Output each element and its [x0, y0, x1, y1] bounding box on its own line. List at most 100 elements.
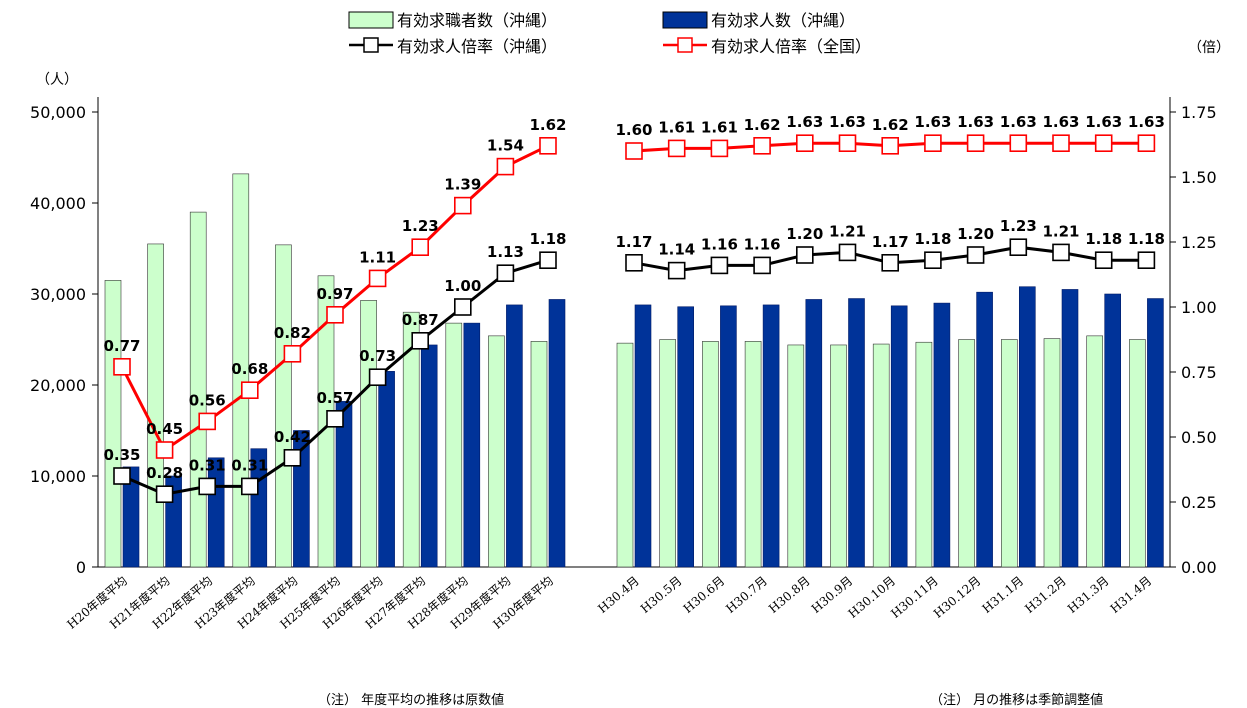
- national-ratio-data-label: 1.60: [615, 121, 652, 139]
- bar-openings: [677, 306, 695, 568]
- x-tick-label: H31.2月: [1022, 574, 1069, 616]
- bar-openings: [335, 401, 353, 568]
- right-tick-label: 0.75: [1181, 363, 1217, 382]
- national-ratio-data-label: 1.62: [872, 116, 909, 134]
- okinawa-ratio-data-label: 0.73: [359, 347, 396, 365]
- national-ratio-marker: [411, 238, 430, 256]
- national-ratio-data-label: 1.63: [786, 113, 823, 131]
- x-tick-label: H30.6月: [681, 574, 728, 616]
- x-tick-label: H30.5月: [638, 574, 685, 616]
- okinawa-ratio-data-label: 0.42: [274, 428, 311, 446]
- right-tick-label: 1.75: [1181, 103, 1217, 122]
- legend-marker-okinawa-ratio: [363, 37, 379, 53]
- national-ratio-marker: [753, 137, 771, 155]
- x-tick-label: H31.4月: [1108, 574, 1155, 616]
- okinawa-ratio-data-label: 1.20: [957, 225, 994, 243]
- right-tick-label: 0.00: [1181, 558, 1217, 577]
- national-ratio-marker: [966, 134, 985, 152]
- national-ratio-data-label: 1.62: [529, 116, 566, 134]
- okinawa-ratio-marker: [625, 254, 643, 272]
- okinawa-ratio-data-label: 1.13: [487, 243, 524, 261]
- national-ratio-data-label: 1.63: [1085, 113, 1122, 131]
- bar-jobseekers: [830, 344, 847, 568]
- national-ratio-data-label: 1.63: [829, 113, 866, 131]
- national-ratio-marker: [283, 344, 302, 363]
- left-tick-label: 30,000: [30, 285, 86, 304]
- okinawa-ratio-data-label: 1.23: [1000, 217, 1037, 235]
- bar-jobseekers: [1043, 338, 1061, 568]
- national-ratio-marker: [838, 134, 857, 152]
- x-tick-label: H31.3月: [1065, 574, 1112, 616]
- okinawa-ratio-data-label: 1.16: [744, 235, 781, 253]
- bar-jobseekers: [872, 343, 890, 568]
- legend-label-openings: 有効求人数（沖縄）: [711, 11, 855, 30]
- bar-jobseekers: [488, 335, 505, 568]
- okinawa-ratio-marker: [753, 256, 771, 275]
- right-tick-label: 1.00: [1181, 298, 1217, 317]
- right-tick-label: 0.25: [1181, 493, 1217, 512]
- left-axis-ticks: 0 10,000 20,000 30,000 40,000 50,000: [30, 103, 98, 577]
- okinawa-ratio-marker: [496, 264, 515, 283]
- bar-openings: [463, 322, 481, 568]
- national-ratio-marker: [1052, 134, 1070, 152]
- bar-jobseekers: [787, 344, 805, 568]
- legend-label-jobseekers: 有効求職者数（沖縄）: [397, 11, 557, 30]
- okinawa-ratio-data-label: 0.57: [316, 389, 353, 407]
- bar-jobseekers: [445, 322, 463, 568]
- okinawa-ratio-marker: [1052, 243, 1070, 262]
- okinawa-ratio-marker: [667, 261, 686, 280]
- okinawa-ratio-marker: [924, 251, 942, 269]
- bar-jobseekers: [360, 300, 377, 568]
- national-ratio-marker: [710, 139, 729, 158]
- national-ratio-marker: [113, 357, 131, 376]
- okinawa-ratio-marker: [1094, 251, 1113, 269]
- national-ratio-marker: [795, 134, 814, 152]
- national-ratio-marker: [924, 134, 942, 152]
- okinawa-ratio-marker: [966, 246, 985, 264]
- okinawa-ratio-marker: [881, 254, 900, 272]
- national-ratio-marker: [326, 305, 344, 324]
- national-ratio-data-label: 1.11: [359, 248, 396, 266]
- national-ratio-data-label: 1.39: [444, 176, 481, 194]
- left-tick-label: 0: [76, 558, 86, 577]
- okinawa-ratio-data-label: 1.18: [914, 230, 951, 248]
- legend-swatch-openings: [662, 11, 708, 29]
- bar-openings: [122, 466, 140, 568]
- national-ratio-marker: [496, 157, 515, 176]
- national-ratio-data-label: 1.54: [487, 137, 524, 155]
- national-ratio-data-label: 1.61: [658, 118, 695, 136]
- okinawa-ratio-data-label: 1.17: [615, 233, 652, 251]
- okinawa-ratio-data-label: 0.31: [189, 456, 226, 474]
- left-tick-label: 50,000: [30, 103, 86, 122]
- national-ratio-data-label: 1.63: [1128, 113, 1165, 131]
- national-ratio-data-label: 0.82: [274, 324, 311, 342]
- legend: 有効求職者数（沖縄） 有効求人数（沖縄） 有効求人倍率（沖縄） 有効求人倍率（全…: [348, 11, 871, 56]
- national-ratio-data-label: 0.77: [103, 337, 140, 355]
- okinawa-ratio-marker: [411, 331, 430, 350]
- bar-jobseekers: [1086, 335, 1103, 568]
- bar-openings: [762, 304, 780, 568]
- bar-jobseekers: [232, 173, 250, 568]
- bar-jobseekers: [744, 341, 762, 568]
- national-ratio-marker: [453, 196, 472, 215]
- okinawa-ratio-data-label: 1.21: [1042, 222, 1079, 240]
- okinawa-ratio-marker: [710, 256, 729, 275]
- national-ratio-marker: [539, 137, 557, 155]
- national-ratio-marker: [625, 142, 643, 160]
- okinawa-ratio-marker: [1009, 238, 1028, 256]
- bar-jobseekers: [1129, 339, 1146, 568]
- right-tick-label: 0.50: [1181, 428, 1217, 447]
- legend-swatch-jobseekers: [348, 11, 394, 29]
- bar-openings: [548, 299, 566, 568]
- x-tick-label: H30.4月: [595, 574, 642, 616]
- bar-jobseekers: [275, 244, 292, 568]
- okinawa-ratio-marker: [368, 368, 387, 387]
- bar-jobseekers: [659, 339, 677, 568]
- okinawa-ratio-marker: [453, 298, 472, 316]
- okinawa-ratio-data-label: 1.18: [529, 230, 566, 248]
- national-ratio-data-label: 0.56: [189, 391, 226, 409]
- national-ratio-data-label: 1.62: [744, 116, 781, 134]
- national-ratio-marker: [368, 269, 387, 288]
- bar-jobseekers: [702, 341, 719, 568]
